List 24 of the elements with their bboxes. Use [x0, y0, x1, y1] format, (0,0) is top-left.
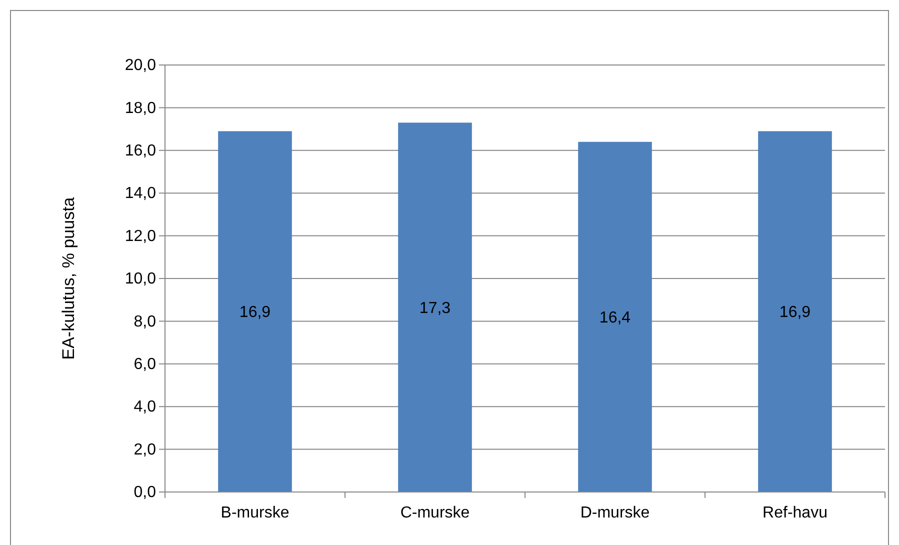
y-tick-label: 12,0 — [124, 228, 156, 245]
bar — [218, 131, 292, 492]
bar — [758, 131, 832, 492]
data-label: 16,9 — [239, 304, 271, 322]
y-tick-label: 14,0 — [124, 185, 156, 202]
x-tick-label: Ref-havu — [762, 504, 828, 522]
y-tick-label: 20,0 — [124, 57, 156, 74]
data-label: 16,4 — [599, 310, 631, 327]
x-tick-label: B-murske — [220, 504, 290, 522]
data-label: 16,9 — [779, 304, 811, 322]
x-tick-label: C-murske — [400, 504, 470, 522]
y-tick-label: 4,0 — [134, 398, 156, 416]
y-tick-label: 16,0 — [124, 142, 156, 160]
y-tick-label: 18,0 — [124, 100, 156, 117]
y-tick-label: 10,0 — [124, 270, 156, 288]
y-axis-title: EA-kulutus, % puusta — [59, 196, 78, 360]
bar — [578, 142, 652, 492]
y-tick-label: 6,0 — [134, 356, 156, 374]
data-label: 17,3 — [419, 300, 451, 317]
bar — [398, 122, 472, 492]
x-tick-label: D-murske — [580, 504, 650, 522]
y-tick-label: 8,0 — [134, 313, 156, 330]
y-tick-label: 2,0 — [134, 441, 156, 458]
y-tick-label: 0,0 — [134, 484, 156, 502]
